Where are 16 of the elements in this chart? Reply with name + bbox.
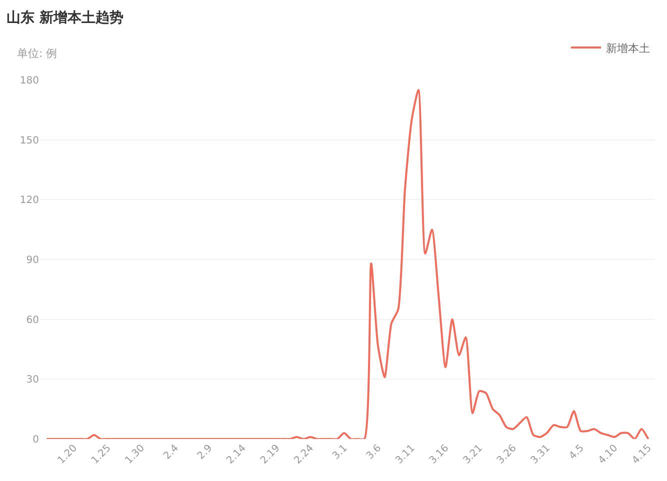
y-tick-label: 180 (20, 76, 39, 86)
x-tick-label: 3.6 (364, 442, 384, 462)
legend-label: 新增本土 (606, 42, 650, 55)
y-tick-label: 90 (26, 255, 39, 266)
x-tick-label: 2.4 (162, 442, 181, 462)
x-tick-label: 2.9 (196, 442, 215, 462)
y-tick-label: 30 (26, 374, 39, 386)
x-tick-label: 4.5 (567, 442, 586, 462)
y-tick-label: 120 (20, 195, 39, 206)
y-tick-label: 150 (20, 135, 39, 146)
chart-title: 山东 新增本土趋势 (6, 8, 124, 26)
y-tick-label: 60 (26, 314, 39, 326)
line-series (46, 88, 650, 439)
x-tick-label: 3.1 (330, 442, 350, 462)
chart-subtitle: 单位: 例 (17, 47, 58, 60)
y-tick-label: 0 (32, 434, 39, 446)
